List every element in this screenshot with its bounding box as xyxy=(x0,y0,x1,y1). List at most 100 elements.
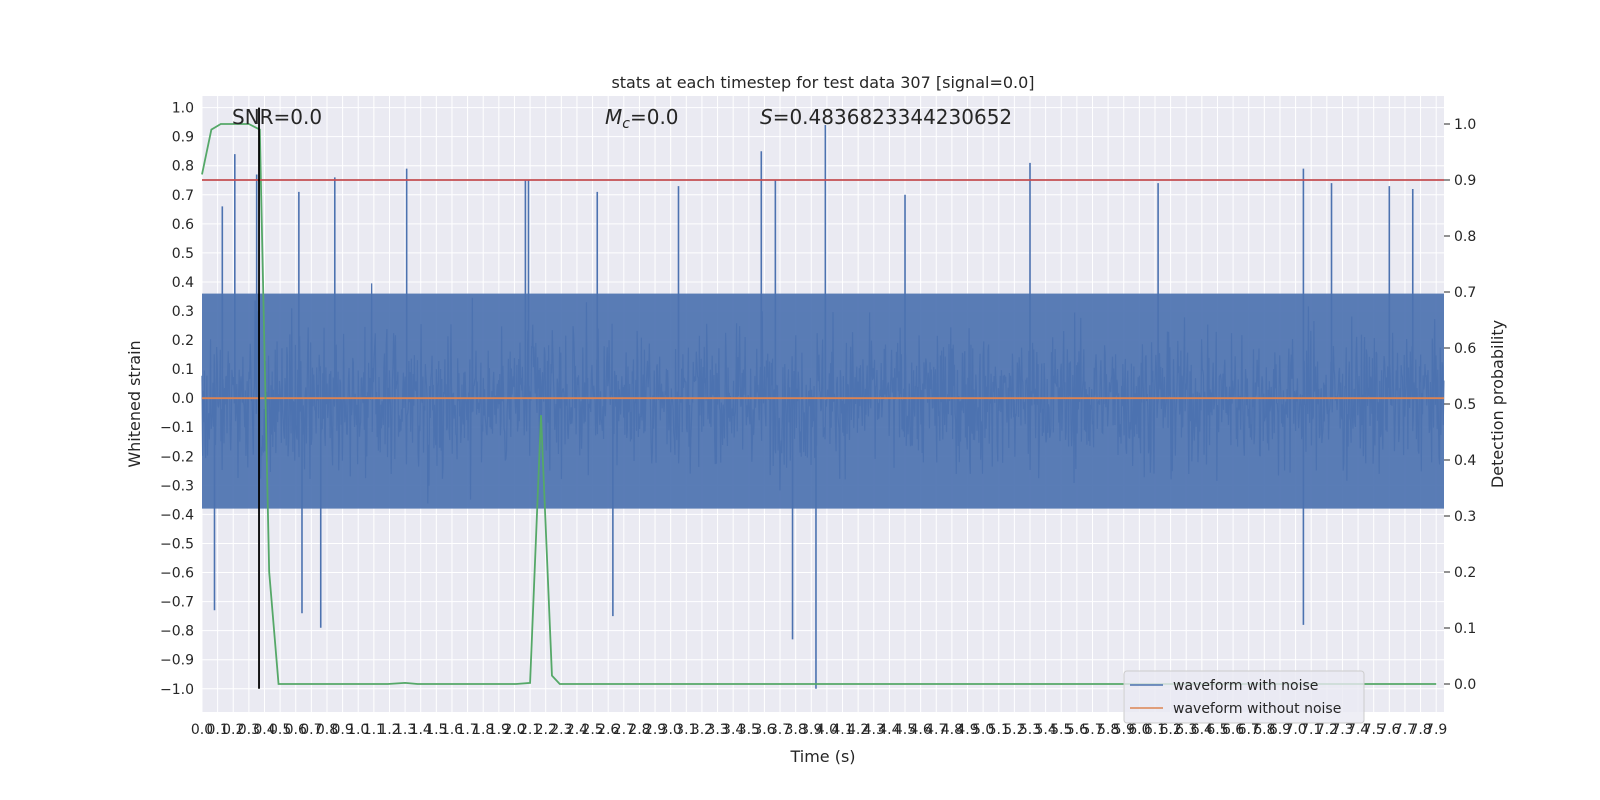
x-tick-label: 7.9 xyxy=(1425,722,1447,738)
x-tick-label: 6.5 xyxy=(1206,722,1228,738)
x-tick-label: 7.2 xyxy=(1316,722,1338,738)
x-tick-label: 3.9 xyxy=(800,722,822,738)
x-tick-label: 7.1 xyxy=(1300,722,1322,738)
y2-tick-label: 0.5 xyxy=(1454,397,1476,413)
x-tick-label: 1.2 xyxy=(378,722,400,738)
x-tick-label: 0.2 xyxy=(222,722,244,738)
x-tick-label: 2.3 xyxy=(550,722,572,738)
x-tick-label: 6.9 xyxy=(1269,722,1291,738)
x-tick-label: 0.3 xyxy=(238,722,260,738)
x-tick-label: 2.2 xyxy=(535,722,557,738)
legend-label-clean: waveform without noise xyxy=(1173,701,1341,717)
x-tick-label: 2.7 xyxy=(613,722,635,738)
x-tick-label: 7.7 xyxy=(1394,722,1416,738)
x-tick-label: 4.6 xyxy=(910,722,932,738)
x-tick-label: 4.4 xyxy=(878,722,900,738)
legend: waveform with noise waveform without noi… xyxy=(1123,670,1365,724)
x-tick-label: 5.7 xyxy=(1081,722,1103,738)
y-tick-label: −1.0 xyxy=(160,682,194,698)
y-tick-label: 0.5 xyxy=(172,246,194,262)
y-tick-label: −0.3 xyxy=(160,478,194,494)
x-tick-label: 3.0 xyxy=(660,722,682,738)
y2-tick-label: 0.2 xyxy=(1454,565,1476,581)
mc-value: =0.0 xyxy=(630,105,679,129)
x-tick-label: 4.9 xyxy=(956,722,978,738)
x-tick-label: 3.4 xyxy=(722,722,744,738)
y2-axis-label: Detection probability xyxy=(1488,320,1507,488)
y-tick-label: 0.6 xyxy=(172,217,194,233)
x-tick-label: 1.1 xyxy=(363,722,385,738)
x-tick-label: 3.7 xyxy=(769,722,791,738)
x-tick-label: 7.0 xyxy=(1284,722,1306,738)
x-tick-label: 0.8 xyxy=(316,722,338,738)
x-tick-label: 0.5 xyxy=(269,722,291,738)
x-tick-label: 1.3 xyxy=(394,722,416,738)
x-tick-label: 2.8 xyxy=(628,722,650,738)
x-tick-label: 6.6 xyxy=(1222,722,1244,738)
x-tick-label: 4.1 xyxy=(831,722,853,738)
y2-tick-label: 0.0 xyxy=(1454,677,1476,693)
y-tick-label: 0.2 xyxy=(172,333,194,349)
y-tick-label: 0.9 xyxy=(172,130,194,146)
y2-tick-label: 0.3 xyxy=(1454,509,1476,525)
mc-annotation: Mc=0.0 xyxy=(605,105,679,132)
x-tick-label: 5.6 xyxy=(1066,722,1088,738)
x-tick-label: 2.1 xyxy=(519,722,541,738)
x-tick-label: 7.3 xyxy=(1331,722,1353,738)
snr-annotation: SNR=0.0 xyxy=(232,105,322,129)
x-tick-label: 2.6 xyxy=(597,722,619,738)
legend-box xyxy=(1123,670,1365,724)
x-tick-label: 1.9 xyxy=(488,722,510,738)
x-tick-label: 5.9 xyxy=(1113,722,1135,738)
s-symbol: S xyxy=(760,105,773,129)
x-tick-label: 4.5 xyxy=(894,722,916,738)
s-annotation: S=0.4836823344230652 xyxy=(760,105,1012,129)
y-tick-label: −0.7 xyxy=(160,595,194,611)
y-tick-label: −0.8 xyxy=(160,624,194,640)
x-tick-label: 6.3 xyxy=(1175,722,1197,738)
x-tick-label: 0.1 xyxy=(206,722,228,738)
y2-tick-label: 0.7 xyxy=(1454,285,1476,301)
x-tick-label: 6.1 xyxy=(1144,722,1166,738)
y-tick-label: −0.6 xyxy=(160,566,194,582)
x-tick-label: 5.1 xyxy=(988,722,1010,738)
x-tick-label: 1.6 xyxy=(441,722,463,738)
y-tick-label: −0.5 xyxy=(160,536,194,552)
x-ticks: 0.00.10.20.30.40.50.60.70.80.91.01.11.21… xyxy=(191,722,1447,738)
x-tick-label: 1.8 xyxy=(472,722,494,738)
x-tick-label: 1.4 xyxy=(410,722,432,738)
x-tick-label: 6.0 xyxy=(1128,722,1150,738)
x-tick-label: 5.2 xyxy=(1003,722,1025,738)
x-tick-label: 6.2 xyxy=(1159,722,1181,738)
y2-tick-label: 0.1 xyxy=(1454,621,1476,637)
y-tick-label: 0.3 xyxy=(172,304,194,320)
y-tick-label: 0.4 xyxy=(172,275,194,291)
x-tick-label: 4.8 xyxy=(941,722,963,738)
x-tick-label: 4.2 xyxy=(847,722,869,738)
x-tick-label: 3.6 xyxy=(753,722,775,738)
x-tick-label: 0.7 xyxy=(300,722,322,738)
y-tick-label: 0.7 xyxy=(172,188,194,204)
x-tick-label: 3.3 xyxy=(706,722,728,738)
y2-tick-label: 0.4 xyxy=(1454,453,1476,469)
x-tick-label: 3.1 xyxy=(675,722,697,738)
line-detection-probability xyxy=(201,123,1437,685)
x-tick-label: 1.7 xyxy=(456,722,478,738)
x-tick-label: 6.7 xyxy=(1238,722,1260,738)
series-waveform-with-noise xyxy=(201,125,1445,689)
chart-title: stats at each timestep for test data 307… xyxy=(611,73,1034,92)
y-tick-label: −0.2 xyxy=(160,449,194,465)
noise-core-band xyxy=(202,293,1444,509)
y2-tick-label: 1.0 xyxy=(1454,117,1476,133)
series-lines xyxy=(201,107,1444,689)
x-tick-label: 0.4 xyxy=(253,722,275,738)
x-tick-label: 7.4 xyxy=(1347,722,1369,738)
x-tick-label: 5.4 xyxy=(1034,722,1056,738)
x-tick-label: 6.4 xyxy=(1191,722,1213,738)
y-tick-label: 1.0 xyxy=(172,101,194,117)
x-tick-label: 0.0 xyxy=(191,722,213,738)
y2-tick-label: 0.9 xyxy=(1454,173,1476,189)
left-y-ticks: −1.0 −0.9 −0.8 −0.7 −0.6 −0.5 −0.4 −0.3 −0.2 −0.1… xyxy=(160,101,194,698)
y-tick-label: 0.1 xyxy=(172,362,194,378)
